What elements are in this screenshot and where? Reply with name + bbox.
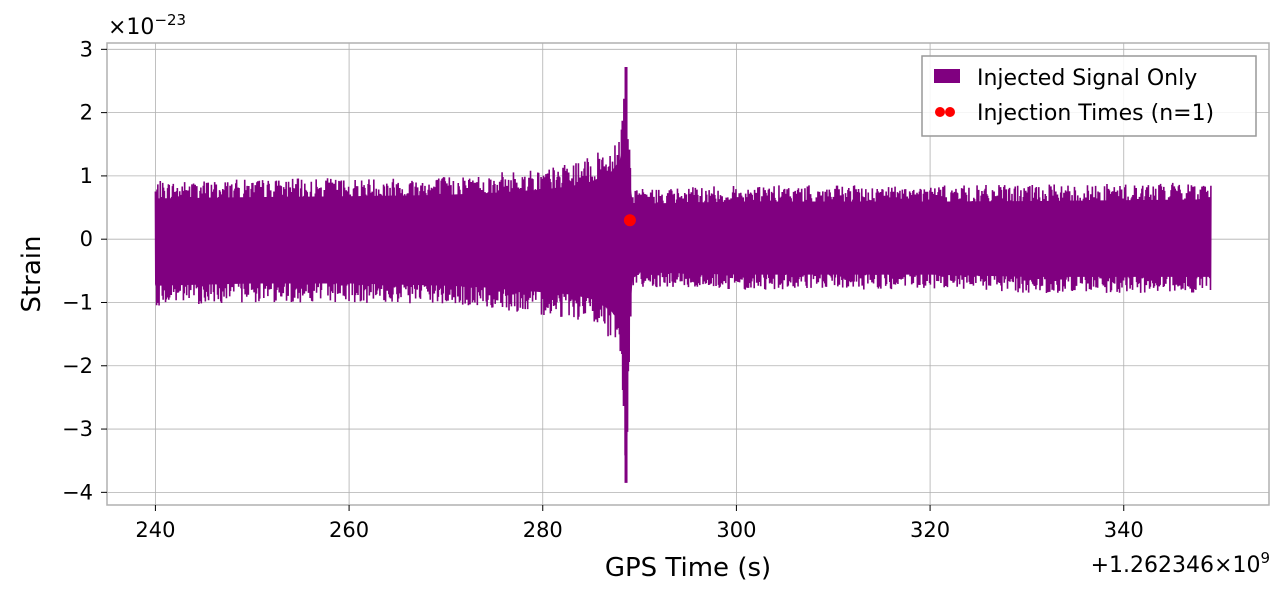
y-tick-label: 2 (80, 101, 93, 125)
x-offset-base: +1.262346×10 (1091, 553, 1261, 578)
y-tick-label: −1 (62, 290, 93, 314)
y-scale-factor: ×10−23 (108, 11, 186, 40)
y-scale-exponent: −23 (154, 11, 186, 29)
x-tick-label: 340 (1104, 518, 1144, 542)
legend: Injected Signal Only Injection Times (n=… (921, 55, 1257, 137)
y-tick-label: −4 (62, 480, 93, 504)
x-tick-label: 300 (716, 518, 756, 542)
y-tick-label: 1 (80, 164, 93, 188)
y-tick-label: −2 (62, 354, 93, 378)
axis-ticks: 240 260 280 300 320 340 −4 −3 −2 −1 0 1 2 3 (62, 37, 1144, 542)
x-tick-label: 320 (910, 518, 950, 542)
strain-signal-line (154, 91, 1212, 475)
x-tick-label: 260 (329, 518, 369, 542)
injection-time-marker (623, 214, 636, 227)
legend-box (921, 55, 1257, 137)
y-tick-label: −3 (62, 417, 93, 441)
x-offset-label: +1.262346×109 (1091, 549, 1270, 578)
y-scale-base: ×10 (108, 15, 154, 40)
y-tick-label: 3 (80, 37, 93, 61)
legend-label-injection-times: Injection Times (n=1) (977, 101, 1214, 126)
legend-marker-injection-times-2 (945, 107, 955, 117)
legend-label-injected-signal: Injected Signal Only (977, 66, 1197, 91)
x-offset-exponent: 9 (1260, 549, 1270, 567)
y-axis-label: Strain (17, 235, 47, 312)
x-axis-label: GPS Time (s) (605, 553, 771, 583)
legend-swatch-injected-signal (934, 69, 960, 83)
legend-marker-injection-times (935, 107, 945, 117)
x-tick-label: 240 (135, 518, 175, 542)
plot-data (154, 67, 1212, 483)
y-tick-label: 0 (80, 227, 93, 251)
x-tick-label: 280 (523, 518, 563, 542)
plot-frame (106, 42, 1270, 506)
